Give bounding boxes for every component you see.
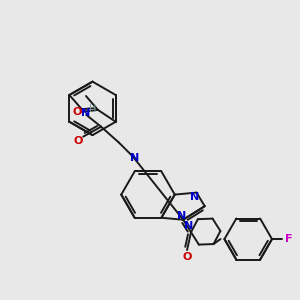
Text: N: N (130, 153, 140, 164)
Text: O: O (72, 107, 82, 117)
Text: F: F (285, 234, 292, 244)
Text: N: N (190, 192, 199, 202)
Text: O: O (74, 136, 83, 146)
Text: N: N (184, 221, 194, 231)
Text: H: H (89, 104, 97, 114)
Text: O: O (182, 252, 192, 262)
Text: N: N (177, 211, 186, 221)
Text: N: N (81, 108, 90, 118)
